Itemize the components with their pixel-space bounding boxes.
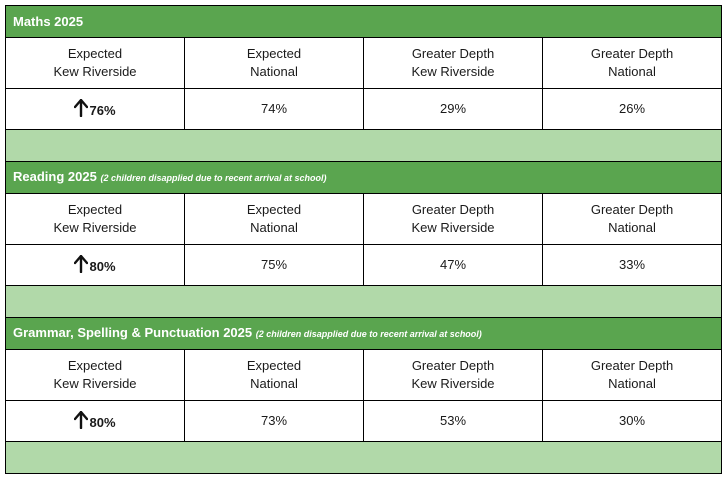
results-table: Maths 2025 Expected Kew Riverside Expected N… — [4, 5, 723, 474]
column-label-line1: Greater Depth — [590, 202, 674, 217]
spacer-cell — [4, 441, 723, 474]
column-label-line1: Expected — [67, 46, 123, 61]
column-label-line2: National — [250, 220, 298, 235]
value-cell: 33% — [541, 244, 723, 286]
headline-value: 80% — [89, 258, 116, 274]
value-text: 26% — [619, 101, 646, 116]
column-label-line2: Kew Riverside — [53, 220, 137, 235]
column-label-line1: Greater Depth — [411, 358, 495, 373]
headline-value: 80% — [89, 414, 116, 430]
column-label-cell: Expected Kew Riverside — [5, 37, 185, 89]
up-arrow-icon — [74, 254, 89, 276]
spacer-row — [4, 285, 723, 318]
column-label-line2: National — [608, 376, 656, 391]
column-label-line1: Greater Depth — [411, 46, 495, 61]
column-label-line1: Expected — [67, 202, 123, 217]
up-arrow-icon — [74, 410, 89, 432]
headline-value: 76% — [89, 102, 116, 118]
value-cell: 80% — [5, 400, 185, 442]
value-text: 29% — [439, 101, 467, 116]
column-label-cell: Greater Depth Kew Riverside — [363, 193, 543, 245]
column-label-cell: Greater Depth Kew Riverside — [363, 349, 543, 401]
section-header-cell: Reading 2025 (2 children disapplied due … — [4, 161, 723, 194]
column-label-row: Expected Kew Riverside Expected National Gre… — [5, 37, 723, 89]
column-label-line2: National — [608, 220, 656, 235]
column-label-line2: National — [250, 376, 298, 391]
value-cell: 30% — [541, 400, 723, 442]
value-cell: 76% — [5, 88, 185, 130]
value-text: 75% — [260, 257, 288, 272]
section-title: Grammar, Spelling & Punctuation 2025 — [13, 325, 253, 340]
spacer-row — [4, 129, 723, 162]
value-text: 47% — [439, 257, 467, 272]
column-label-line2: Kew Riverside — [411, 220, 495, 235]
up-arrow-icon — [74, 98, 89, 120]
column-label-cell: Expected National — [184, 349, 364, 401]
column-label-line1: Greater Depth — [411, 202, 495, 217]
value-cell: 29% — [363, 88, 543, 130]
section-header-cell: Maths 2025 — [4, 5, 723, 38]
column-label-row: Expected Kew Riverside Expected National Gre… — [5, 349, 723, 401]
column-label-cell: Expected National — [184, 193, 364, 245]
value-text: 30% — [619, 413, 646, 428]
section-header-cell: Grammar, Spelling & Punctuation 2025 (2 … — [4, 317, 723, 350]
section-title: Reading 2025 — [13, 169, 97, 184]
column-label-line2: National — [250, 64, 298, 79]
column-label-line2: Kew Riverside — [53, 376, 137, 391]
section-title: Maths 2025 — [13, 13, 84, 29]
column-label-line2: National — [608, 64, 656, 79]
column-label-cell: Greater Depth National — [541, 193, 723, 245]
section-header: Reading 2025 (2 children disapplied due … — [4, 161, 723, 194]
value-cell: 80% — [5, 244, 185, 286]
column-label-line1: Greater Depth — [590, 358, 674, 373]
section-header: Maths 2025 — [4, 5, 723, 38]
value-text: 53% — [439, 413, 467, 428]
column-label-cell: Greater Depth National — [541, 349, 723, 401]
value-cell: 75% — [184, 244, 364, 286]
column-label-line1: Greater Depth — [590, 46, 674, 61]
column-label-cell: Expected Kew Riverside — [5, 349, 185, 401]
column-label-line1: Expected — [246, 202, 302, 217]
spacer-cell — [4, 285, 723, 318]
value-text: 74% — [260, 101, 288, 116]
value-row: 76% 74% 29% 26% — [5, 88, 723, 130]
value-cell: 73% — [184, 400, 364, 442]
value-cell: 74% — [184, 88, 364, 130]
value-cell: 47% — [363, 244, 543, 286]
value-cell: 26% — [541, 88, 723, 130]
value-row: 80% 75% 47% 33% — [5, 244, 723, 286]
column-label-line1: Expected — [67, 358, 123, 373]
column-label-line1: Expected — [246, 358, 302, 373]
spacer-row — [4, 441, 723, 474]
spacer-cell — [4, 129, 723, 162]
value-cell: 53% — [363, 400, 543, 442]
column-label-cell: Expected Kew Riverside — [5, 193, 185, 245]
value-text: 73% — [260, 413, 288, 428]
column-label-line2: Kew Riverside — [53, 64, 137, 79]
value-text: 33% — [619, 257, 646, 272]
column-label-line1: Expected — [246, 46, 302, 61]
column-label-line2: Kew Riverside — [411, 376, 495, 391]
section-note: (2 children disapplied due to recent arr… — [255, 329, 482, 339]
section-header: Grammar, Spelling & Punctuation 2025 (2 … — [4, 317, 723, 350]
results-table-body: Maths 2025 Expected Kew Riverside Expected N… — [4, 5, 723, 474]
section-note: (2 children disapplied due to recent arr… — [100, 173, 327, 183]
column-label-cell: Greater Depth National — [541, 37, 723, 89]
column-label-line2: Kew Riverside — [411, 64, 495, 79]
value-row: 80% 73% 53% 30% — [5, 400, 723, 442]
column-label-row: Expected Kew Riverside Expected National Gre… — [5, 193, 723, 245]
column-label-cell: Greater Depth Kew Riverside — [363, 37, 543, 89]
column-label-cell: Expected National — [184, 37, 364, 89]
